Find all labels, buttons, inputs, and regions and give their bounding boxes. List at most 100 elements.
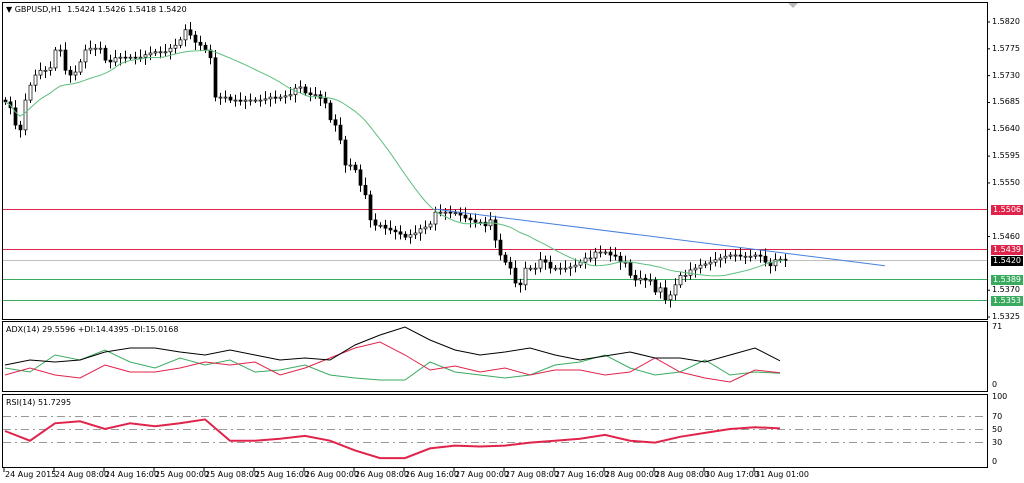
price-tick-label: 1.5640 — [992, 124, 1020, 134]
candle-bull — [578, 261, 583, 266]
candle-bull — [38, 69, 43, 76]
time-tick-label: 24 Aug 2015 — [5, 470, 57, 479]
candle-bear — [338, 124, 343, 141]
candle-bear — [398, 231, 403, 235]
candle-bear — [13, 107, 18, 126]
candle-bear — [518, 282, 523, 286]
candle-bear — [323, 97, 328, 104]
candle-bear — [763, 255, 768, 263]
candle-bull — [418, 228, 423, 234]
candle-bull — [128, 56, 133, 59]
candle-bear — [758, 254, 763, 257]
candle-bear — [628, 261, 633, 276]
candle-bull — [93, 47, 98, 50]
main-panel-frame — [2, 2, 988, 320]
candle-bull — [248, 99, 253, 102]
candle-bear — [663, 287, 668, 301]
candle-bear — [328, 102, 333, 121]
candle-bull — [713, 259, 718, 263]
time-tick-label: 28 Aug 00:00 — [605, 470, 659, 479]
candle-bull — [723, 255, 728, 259]
candle-bull — [163, 51, 168, 54]
price-tick-label: 1.5550 — [992, 177, 1020, 187]
candle-bull — [28, 84, 33, 101]
candle-bear — [193, 34, 198, 43]
price-tag-resistance: 1.5439 — [991, 244, 1023, 255]
time-tick-label: 26 Aug 08:00 — [355, 470, 409, 479]
candle-bear — [63, 49, 68, 71]
candle-bull — [138, 56, 143, 59]
candle-bear — [368, 194, 373, 221]
candle-bull — [678, 274, 683, 286]
time-tick-label: 28 Aug 08:00 — [655, 470, 709, 479]
candle-bear — [548, 261, 553, 269]
candle-bear — [353, 164, 358, 171]
candle-bull — [223, 96, 228, 99]
candle-bull — [268, 96, 273, 100]
candle-bear — [448, 211, 453, 214]
candle-bull — [533, 267, 538, 270]
candle-bear — [203, 44, 208, 51]
price-tag-resistance: 1.5506 — [991, 204, 1023, 215]
rsi-label: RSI(14) 51.7295 — [6, 398, 72, 407]
candle-bear — [273, 96, 278, 99]
candle-bear — [613, 254, 618, 257]
candle-bear — [633, 274, 638, 281]
candle-bull — [183, 29, 188, 41]
candle-bull — [423, 226, 428, 230]
candle-bull — [773, 259, 778, 267]
candle-bull — [148, 52, 153, 56]
trend-line — [434, 208, 886, 267]
candle-bull — [693, 267, 698, 271]
candle-bull — [753, 254, 758, 257]
candle-bull — [118, 56, 123, 59]
candle-bull — [263, 98, 268, 101]
candle-bear — [463, 214, 468, 219]
candle-bear — [388, 227, 393, 231]
adx-line — [4, 326, 781, 366]
candle-bear — [123, 56, 128, 59]
ohlc-values: 1.5424 1.5426 1.5418 1.5420 — [67, 5, 187, 14]
candle-bull — [558, 267, 563, 270]
candle-bull — [143, 54, 148, 58]
candle-bull — [443, 211, 448, 214]
adx-tick-label: 0 — [992, 380, 998, 389]
candle-bear — [403, 233, 408, 238]
candle-bear — [18, 124, 23, 131]
price-tick-label: 1.5820 — [992, 17, 1020, 26]
candle-bull — [703, 263, 708, 266]
candle-bear — [608, 251, 613, 256]
price-tag-support: 1.5353 — [991, 295, 1023, 306]
time-tick-label: 27 Aug 16:00 — [555, 470, 609, 479]
rsi-line — [4, 418, 781, 460]
candle-bear — [238, 99, 243, 102]
rsi-panel-frame — [2, 394, 988, 468]
candle-bear — [3, 99, 8, 103]
price-tick-label: 1.5595 — [992, 151, 1020, 161]
candle-bull — [168, 47, 173, 53]
rsi-tick-label: 50 — [992, 424, 1003, 434]
candle-bull — [563, 267, 568, 270]
candle-bear — [133, 56, 138, 59]
price-tag-current: 1.5420 — [991, 255, 1023, 266]
time-tick-label: 25 Aug 00:00 — [155, 470, 209, 479]
candle-bull — [688, 269, 693, 276]
candle-bull — [233, 99, 238, 102]
candle-bull — [673, 284, 678, 296]
candle-bull — [728, 254, 733, 257]
candle-bull — [33, 74, 38, 86]
candle-bull — [428, 223, 433, 228]
moving-average-line — [4, 49, 786, 277]
collapse-triangle-icon[interactable]: ▼ — [6, 5, 13, 14]
rsi-tick-label: 70 — [992, 411, 1003, 421]
candle-bear — [373, 219, 378, 226]
candle-bear — [103, 47, 108, 61]
candle-bear — [618, 255, 623, 263]
candle-bull — [638, 277, 643, 281]
candle-bear — [108, 59, 113, 63]
candle-bull — [48, 67, 53, 71]
candle-bull — [528, 267, 533, 270]
candle-bull — [573, 264, 578, 268]
candle-bull — [413, 232, 418, 236]
